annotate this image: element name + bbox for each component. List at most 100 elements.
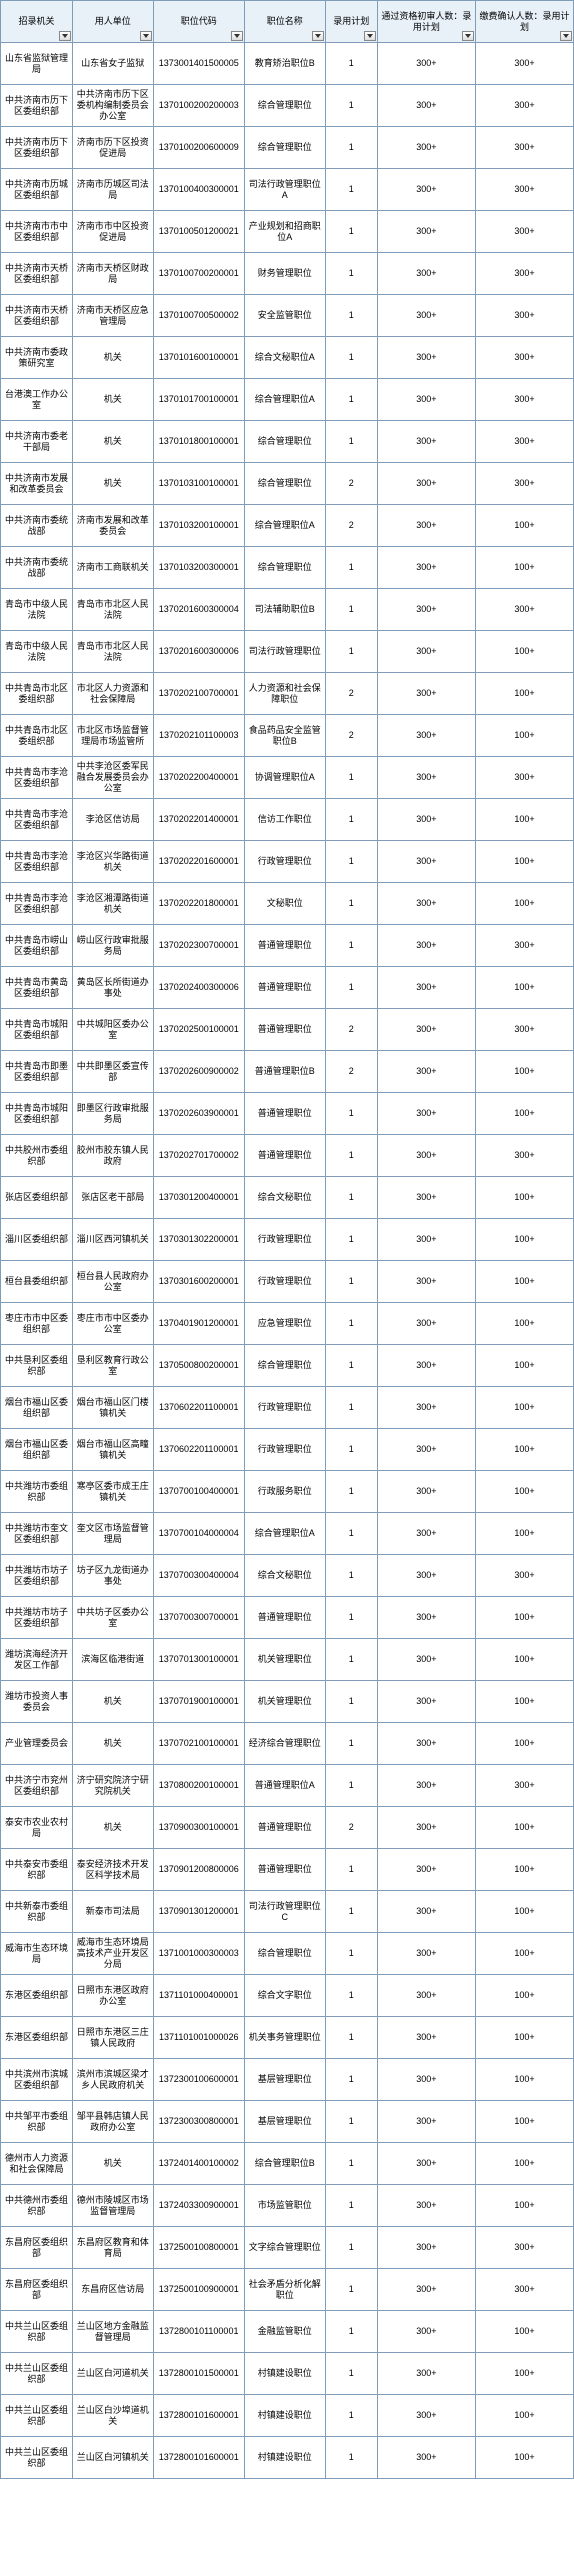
table-cell: 中共济南市委统战部 bbox=[1, 505, 73, 547]
table-cell: 台港澳工作办公室 bbox=[1, 379, 73, 421]
table-cell: 1371101001000026 bbox=[153, 2017, 245, 2059]
table-cell: 李沧区兴华路街道机关 bbox=[72, 841, 153, 883]
table-cell: 2 bbox=[325, 505, 377, 547]
table-cell: 综合文字职位 bbox=[245, 1975, 326, 2017]
table-cell: 300+ bbox=[377, 1177, 475, 1219]
table-cell: 300+ bbox=[377, 1051, 475, 1093]
table-cell: 300+ bbox=[475, 379, 573, 421]
table-row: 中共青岛市李沧区委组织部李沧区信访局1370202201400001信访工作职位… bbox=[1, 799, 574, 841]
table-cell: 100+ bbox=[475, 1849, 573, 1891]
table-cell: 1 bbox=[325, 1765, 377, 1807]
table-cell: 坊子区九龙街道办事处 bbox=[72, 1555, 153, 1597]
table-cell: 1 bbox=[325, 1639, 377, 1681]
table-cell: 1370101700100001 bbox=[153, 379, 245, 421]
table-cell: 300+ bbox=[475, 2227, 573, 2269]
table-cell: 协调管理职位A bbox=[245, 757, 326, 799]
filter-dropdown-icon[interactable] bbox=[312, 31, 324, 41]
filter-dropdown-icon[interactable] bbox=[59, 31, 71, 41]
filter-dropdown-icon[interactable] bbox=[364, 31, 376, 41]
table-cell: 机关 bbox=[72, 1723, 153, 1765]
table-cell: 中共德州市委组织部 bbox=[1, 2185, 73, 2227]
table-cell: 300+ bbox=[377, 1429, 475, 1471]
table-cell: 1 bbox=[325, 2395, 377, 2437]
table-cell: 普通管理职位 bbox=[245, 1807, 326, 1849]
table-cell: 1372800101600001 bbox=[153, 2395, 245, 2437]
table-cell: 1370202300700001 bbox=[153, 925, 245, 967]
table-row: 中共青岛市李沧区委组织部中共李沧区委军民融合发展委员会办公室1370202200… bbox=[1, 757, 574, 799]
table-cell: 1 bbox=[325, 1891, 377, 1933]
table-cell: 金融监管职位 bbox=[245, 2311, 326, 2353]
table-cell: 1 bbox=[325, 547, 377, 589]
table-cell: 300+ bbox=[377, 85, 475, 127]
table-cell: 300+ bbox=[377, 1303, 475, 1345]
filter-dropdown-icon[interactable] bbox=[231, 31, 243, 41]
table-cell: 中共青岛市崂山区委组织部 bbox=[1, 925, 73, 967]
filter-dropdown-icon[interactable] bbox=[560, 31, 572, 41]
col-header-label: 通过资格初审人数：录用计划 bbox=[381, 11, 471, 32]
table-row: 中共青岛市李沧区委组织部李沧区兴华路街道机关1370202201600001行政… bbox=[1, 841, 574, 883]
table-cell: 300+ bbox=[377, 295, 475, 337]
table-cell: 100+ bbox=[475, 1513, 573, 1555]
table-cell: 黄岛区长所街道办事处 bbox=[72, 967, 153, 1009]
table-row: 东昌府区委组织部东昌府区教育和体育局1372500100800001文字综合管理… bbox=[1, 2227, 574, 2269]
filter-dropdown-icon[interactable] bbox=[462, 31, 474, 41]
table-cell: 1 bbox=[325, 1933, 377, 1975]
table-cell: 1 bbox=[325, 799, 377, 841]
filter-dropdown-icon[interactable] bbox=[140, 31, 152, 41]
table-cell: 300+ bbox=[377, 1387, 475, 1429]
table-cell: 1 bbox=[325, 1135, 377, 1177]
table-cell: 1370602201100001 bbox=[153, 1429, 245, 1471]
table-cell: 300+ bbox=[377, 1807, 475, 1849]
table-cell: 1 bbox=[325, 1387, 377, 1429]
col-header-4: 录用计划 bbox=[325, 1, 377, 43]
table-cell: 300+ bbox=[377, 1513, 475, 1555]
table-cell: 300+ bbox=[377, 883, 475, 925]
table-cell: 100+ bbox=[475, 1387, 573, 1429]
table-cell: 1370700300400004 bbox=[153, 1555, 245, 1597]
table-cell: 1 bbox=[325, 1849, 377, 1891]
table-cell: 100+ bbox=[475, 1261, 573, 1303]
table-cell: 行政管理职位 bbox=[245, 1429, 326, 1471]
table-row: 中共潍坊市奎文区委组织部奎文区市场监督管理局1370700104000004综合… bbox=[1, 1513, 574, 1555]
table-cell: 机关管理职位 bbox=[245, 1681, 326, 1723]
table-cell: 300+ bbox=[475, 589, 573, 631]
table-cell: 中共潍坊市坊子区委组织部 bbox=[1, 1555, 73, 1597]
table-cell: 100+ bbox=[475, 2437, 573, 2479]
table-cell: 综合管理职位 bbox=[245, 547, 326, 589]
table-row: 中共兰山区委组织部兰山区白沙埠道机关1372800101600001村镇建设职位… bbox=[1, 2395, 574, 2437]
table-cell: 1372800101600001 bbox=[153, 2437, 245, 2479]
table-row: 山东省监狱管理局山东省女子监狱1373001401500005教育矫治职位B13… bbox=[1, 43, 574, 85]
table-cell: 普通管理职位 bbox=[245, 1135, 326, 1177]
table-cell: 普通管理职位B bbox=[245, 1051, 326, 1093]
table-cell: 1372401400100002 bbox=[153, 2143, 245, 2185]
table-cell: 泰安经济技术开发区科学技术局 bbox=[72, 1849, 153, 1891]
table-cell: 100+ bbox=[475, 1303, 573, 1345]
table-cell: 普通管理职位 bbox=[245, 1009, 326, 1051]
table-cell: 兰山区地方金融监督管理局 bbox=[72, 2311, 153, 2353]
table-cell: 东昌府区委组织部 bbox=[1, 2227, 73, 2269]
table-cell: 1 bbox=[325, 1093, 377, 1135]
table-cell: 济南市工商联机关 bbox=[72, 547, 153, 589]
table-cell: 1370202200400001 bbox=[153, 757, 245, 799]
table-row: 桓台县委组织部桓台县人民政府办公室1370301600200001行政管理职位1… bbox=[1, 1261, 574, 1303]
table-cell: 综合管理职位A bbox=[245, 505, 326, 547]
table-cell: 300+ bbox=[377, 2437, 475, 2479]
table-cell: 综合管理职位 bbox=[245, 1933, 326, 1975]
table-cell: 1 bbox=[325, 253, 377, 295]
table-cell: 机关 bbox=[72, 421, 153, 463]
table-cell: 产业规划和招商职位A bbox=[245, 211, 326, 253]
table-cell: 中共青岛市北区委组织部 bbox=[1, 715, 73, 757]
table-cell: 济南市发展和改革委员会 bbox=[72, 505, 153, 547]
table-cell: 司法辅助职位B bbox=[245, 589, 326, 631]
table-cell: 1370202201400001 bbox=[153, 799, 245, 841]
table-cell: 1370202101100003 bbox=[153, 715, 245, 757]
table-cell: 中共即墨区委宣传部 bbox=[72, 1051, 153, 1093]
table-cell: 300+ bbox=[377, 127, 475, 169]
table-cell: 1 bbox=[325, 2437, 377, 2479]
table-cell: 1 bbox=[325, 1471, 377, 1513]
table-cell: 德州市人力资源和社会保障局 bbox=[1, 2143, 73, 2185]
table-cell: 综合管理职位A bbox=[245, 379, 326, 421]
table-cell: 中共兰山区委组织部 bbox=[1, 2395, 73, 2437]
table-cell: 1370500800200001 bbox=[153, 1345, 245, 1387]
table-cell: 济南市天桥区应急管理局 bbox=[72, 295, 153, 337]
